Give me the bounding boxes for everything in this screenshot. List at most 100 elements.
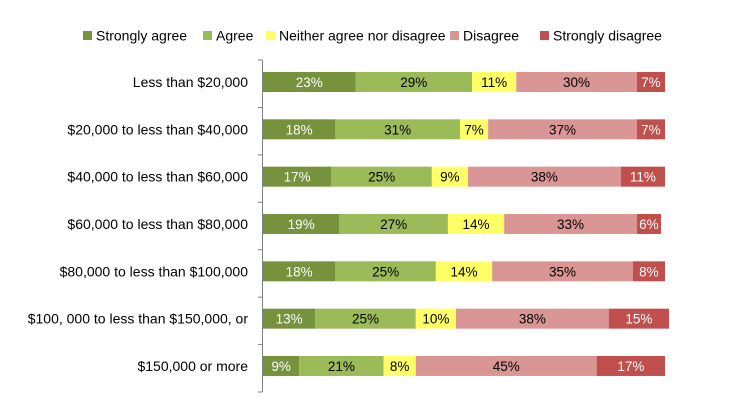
legend-label: Strongly disagree <box>553 28 662 44</box>
bar-segment-strongly-agree <box>263 119 336 140</box>
bar-row-4: 19% 27% 14% 33% 6% <box>263 213 661 234</box>
legend-swatch <box>450 31 459 40</box>
bar-segment-neither-agree-nor-disagree <box>459 119 489 140</box>
category-label: $80,000 to less than $100,000 <box>60 263 249 279</box>
data-label: 31% <box>384 122 411 137</box>
bar-segment-disagree <box>415 355 597 376</box>
data-label: 37% <box>549 122 576 137</box>
data-label: 35% <box>549 264 576 279</box>
legend-label: Disagree <box>463 28 519 44</box>
category-axis <box>258 59 263 393</box>
bar-segment-strongly-disagree <box>636 213 661 234</box>
legend-swatch <box>203 31 212 40</box>
bar-segment-neither-agree-nor-disagree <box>447 213 505 234</box>
data-label: 25% <box>368 170 395 185</box>
data-label: 9% <box>440 170 460 185</box>
data-label: 30% <box>563 75 590 90</box>
category-label: $20,000 to less than $40,000 <box>67 121 248 137</box>
legend-label: Neither agree nor disagree <box>279 28 446 44</box>
data-label: 8% <box>390 359 410 374</box>
bar-segment-disagree <box>455 308 609 329</box>
data-label: 11% <box>481 75 507 90</box>
data-label: 15% <box>625 312 652 327</box>
data-label: 27% <box>380 217 407 232</box>
bar-segment-strongly-disagree <box>636 72 665 92</box>
data-label: 18% <box>286 122 313 137</box>
category-label: $100, 000 to less than $150,000, or <box>28 311 249 327</box>
data-label: 23% <box>296 75 323 90</box>
legend-label: Agree <box>216 28 254 44</box>
bar-segment-strongly-agree <box>263 355 300 376</box>
data-label: 18% <box>286 264 313 279</box>
category-labels: Less than $20,000 $20,000 to less than $4… <box>28 74 249 374</box>
category-label: $40,000 to less than $60,000 <box>67 169 248 185</box>
bar-row-3: 17% 25% 9% 38% 11% <box>263 166 665 187</box>
category-label: $150,000 or more <box>137 358 248 374</box>
bar-segment-neither-agree-nor-disagree <box>435 261 493 282</box>
data-label: 8% <box>639 264 659 279</box>
bar-segment-disagree <box>504 213 637 234</box>
bar-segment-agree <box>335 119 460 140</box>
bar-segment-neither-agree-nor-disagree <box>431 166 469 187</box>
bar-row-1: 23% 29% 11% 30% 7% <box>263 72 665 92</box>
bar-row-7: 9% 21% 8% 45% 17% <box>263 355 665 376</box>
data-label: 7% <box>464 122 484 137</box>
data-label: 17% <box>617 359 644 374</box>
bars: 23% 29% 11% 30% 7% 18% 31% 7% 37% 7% 17% 25% 9% 38% 11… <box>263 72 670 376</box>
data-label: 9% <box>271 359 291 374</box>
bar-segment-neither-agree-nor-disagree <box>415 308 456 329</box>
data-label: 19% <box>288 217 315 232</box>
bar-row-5: 18% 25% 14% 35% 8% <box>263 261 665 282</box>
data-label: 7% <box>641 122 661 137</box>
bar-segment-agree <box>315 308 416 329</box>
bar-segment-strongly-disagree <box>596 355 665 376</box>
bar-row-2: 18% 31% 7% 37% 7% <box>263 119 665 140</box>
legend-item-strongly-disagree: Strongly disagree <box>540 28 662 44</box>
data-label: 17% <box>284 170 311 185</box>
data-label: 45% <box>493 359 520 374</box>
data-label: 10% <box>422 312 449 327</box>
legend-item-agree: Agree <box>203 28 254 44</box>
bar-segment-disagree <box>516 72 637 92</box>
bar-segment-strongly-agree <box>263 166 332 187</box>
legend-item-disagree: Disagree <box>450 28 519 44</box>
bar-segment-strongly-agree <box>263 261 336 282</box>
bar-segment-agree <box>355 72 473 92</box>
legend-item-neither-agree-nor-disagree: Neither agree nor disagree <box>266 28 446 44</box>
bar-segment-strongly-agree <box>263 213 340 234</box>
bar-segment-strongly-disagree <box>620 166 665 187</box>
bar-segment-strongly-agree <box>263 72 356 92</box>
data-label: 33% <box>557 217 584 232</box>
bar-segment-strongly-agree <box>263 308 316 329</box>
data-label: 38% <box>519 312 546 327</box>
data-label: 11% <box>630 170 656 185</box>
data-label: 14% <box>450 264 477 279</box>
data-label: 13% <box>276 312 303 327</box>
bar-segment-agree <box>339 213 448 234</box>
bar-segment-agree <box>299 355 384 376</box>
data-label: 7% <box>641 75 661 90</box>
legend-item-strongly-agree: Strongly agree <box>83 28 187 44</box>
data-label: 6% <box>639 217 659 232</box>
data-label: 25% <box>352 312 379 327</box>
legend-swatch <box>266 31 275 40</box>
bar-segment-strongly-disagree <box>632 261 665 282</box>
bar-segment-disagree <box>492 261 633 282</box>
data-label: 25% <box>372 264 399 279</box>
bar-segment-disagree <box>488 119 637 140</box>
bar-segment-agree <box>335 261 436 282</box>
bar-segment-neither-agree-nor-disagree <box>383 355 416 376</box>
category-label: $60,000 to less than $80,000 <box>67 216 248 232</box>
bar-segment-strongly-disagree <box>636 119 665 140</box>
data-label: 38% <box>531 170 558 185</box>
data-label: 29% <box>400 75 427 90</box>
bar-segment-neither-agree-nor-disagree <box>472 72 517 92</box>
legend-swatch <box>540 31 549 40</box>
legend: Strongly agree Agree Neither agree nor dis… <box>83 28 662 44</box>
category-label: Less than $20,000 <box>133 74 248 90</box>
legend-swatch <box>83 31 92 40</box>
bar-row-6: 13% 25% 10% 38% 15% <box>263 308 670 329</box>
bar-segment-disagree <box>468 166 621 187</box>
data-label: 21% <box>328 359 355 374</box>
